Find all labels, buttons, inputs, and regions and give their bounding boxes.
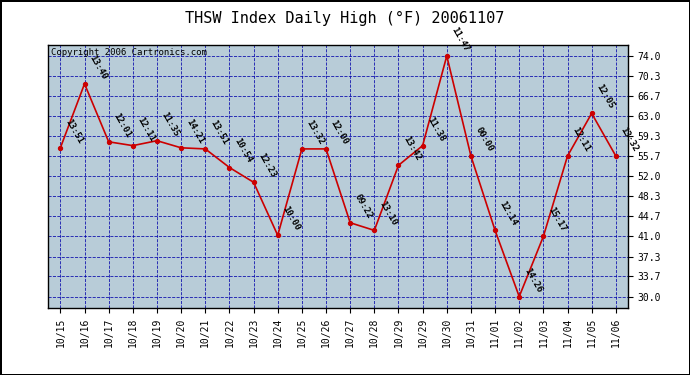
Point — [417, 142, 428, 148]
Text: 00:00: 00:00 — [474, 126, 495, 153]
Text: 13:10: 13:10 — [377, 200, 398, 228]
Point — [152, 138, 163, 144]
Text: 12:14: 12:14 — [498, 200, 519, 228]
Text: 12:00: 12:00 — [329, 118, 350, 146]
Point — [55, 145, 66, 151]
Text: 12:11: 12:11 — [136, 115, 157, 143]
Text: 12:11: 12:11 — [571, 126, 591, 153]
Point — [368, 227, 380, 233]
Point — [513, 294, 524, 300]
Text: 15:17: 15:17 — [546, 206, 567, 234]
Text: 13:40: 13:40 — [88, 53, 108, 81]
Point — [610, 153, 621, 159]
Point — [442, 53, 453, 59]
Text: 12:05: 12:05 — [595, 83, 615, 111]
Text: 13:42: 13:42 — [402, 135, 422, 162]
Point — [200, 146, 211, 152]
Text: 10:54: 10:54 — [233, 137, 253, 165]
Point — [344, 220, 356, 226]
Point — [297, 146, 308, 152]
Point — [320, 146, 331, 152]
Text: 13:32: 13:32 — [305, 118, 326, 146]
Point — [562, 153, 573, 159]
Text: 09:22: 09:22 — [353, 192, 374, 220]
Point — [127, 142, 138, 148]
Point — [248, 179, 259, 185]
Text: 12:01: 12:01 — [112, 111, 132, 139]
Point — [104, 139, 115, 145]
Text: 13:51: 13:51 — [63, 117, 84, 145]
Point — [465, 153, 476, 159]
Text: 13:32: 13:32 — [619, 126, 640, 153]
Point — [272, 232, 284, 238]
Point — [393, 162, 404, 168]
Text: 11:38: 11:38 — [426, 115, 446, 143]
Text: 11:47: 11:47 — [450, 26, 471, 53]
Point — [224, 165, 235, 171]
Point — [586, 110, 597, 116]
Text: 14:21: 14:21 — [184, 117, 205, 145]
Text: 10:00: 10:00 — [281, 205, 302, 232]
Point — [175, 145, 186, 151]
Text: 13:51: 13:51 — [208, 118, 229, 146]
Text: Copyright 2006 Cartronics.com: Copyright 2006 Cartronics.com — [51, 48, 207, 57]
Text: THSW Index Daily High (°F) 20061107: THSW Index Daily High (°F) 20061107 — [186, 11, 504, 26]
Text: 11:35: 11:35 — [160, 110, 181, 138]
Point — [490, 227, 501, 233]
Text: 14:26: 14:26 — [522, 266, 543, 294]
Point — [79, 81, 90, 87]
Text: 12:23: 12:23 — [257, 152, 277, 180]
Point — [538, 233, 549, 239]
